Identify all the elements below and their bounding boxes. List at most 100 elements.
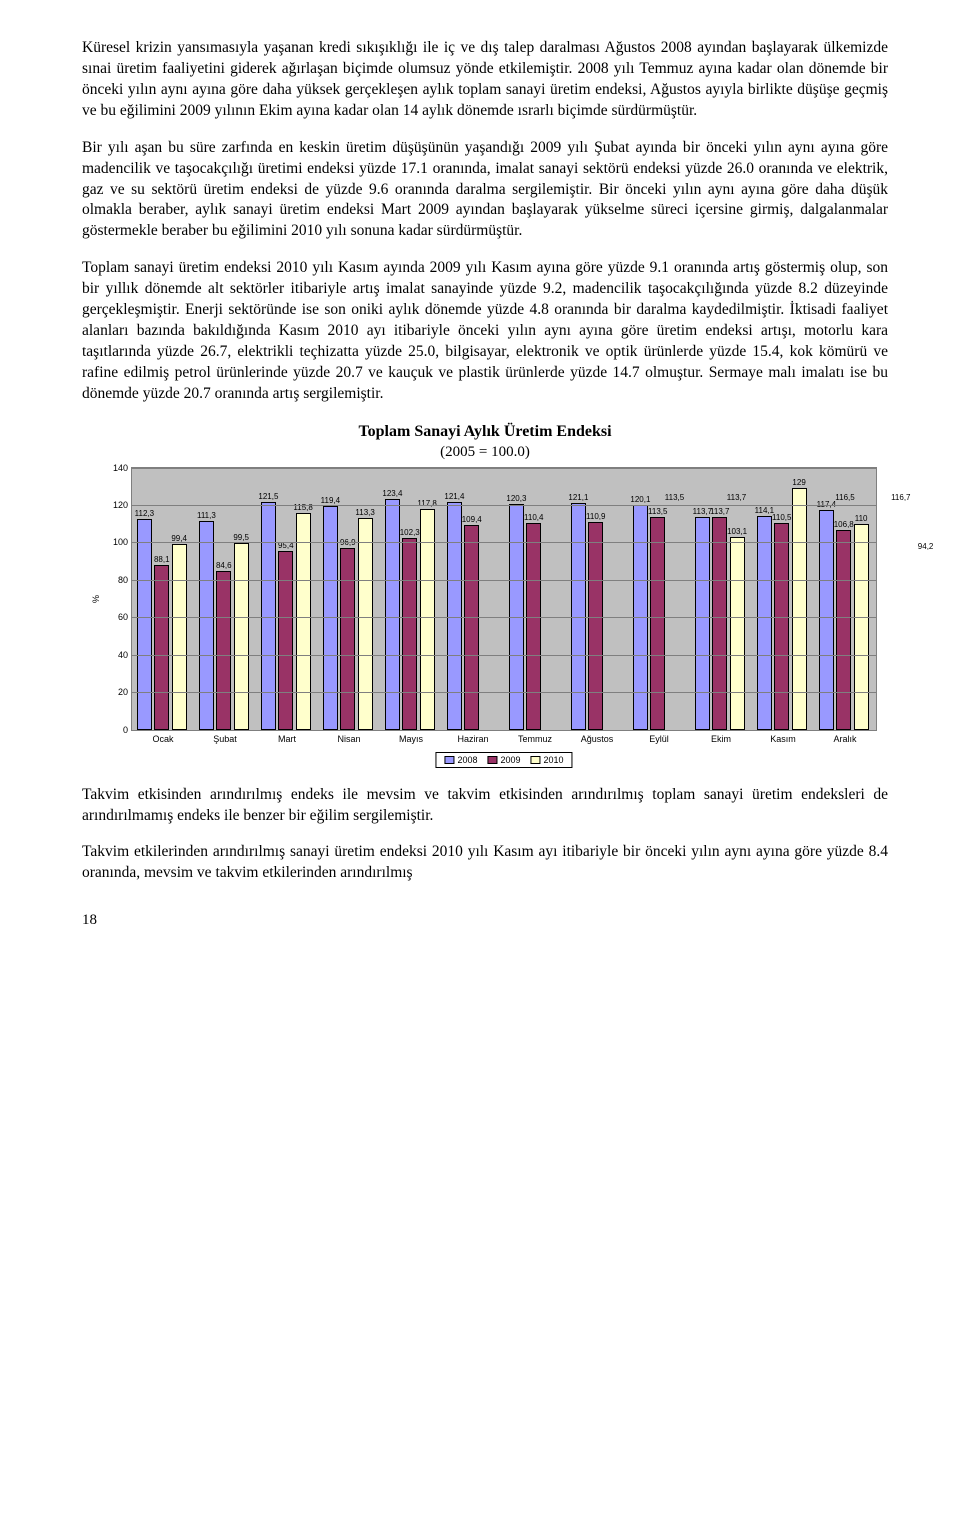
bar-chart: % 112,388,199,4111,384,699,5121,595,4115… — [85, 467, 885, 777]
bar-label: 111,3 — [197, 511, 216, 520]
y-tick: 80 — [92, 575, 132, 585]
bar-2010-Kasım — [792, 488, 807, 729]
paragraph-3: Toplam sanayi üretim endeksi 2010 yılı K… — [82, 258, 888, 404]
legend-swatch — [531, 756, 541, 764]
bar-label: 109,4 — [462, 515, 482, 524]
x-tick: Ağustos — [581, 730, 614, 744]
bar-label: 121,1 — [568, 493, 588, 502]
x-tick: Aralık — [833, 730, 856, 744]
bar-label: 113,5 — [648, 507, 667, 516]
gridline — [132, 692, 876, 693]
plot-area: % 112,388,199,4111,384,699,5121,595,4115… — [131, 467, 877, 731]
bar-2010-Ocak — [172, 544, 187, 730]
bar-label: 112,3 — [135, 509, 154, 518]
legend-item-2010: 2010 — [531, 755, 564, 765]
bar-label: 117,8 — [417, 499, 436, 508]
x-tick: Eylül — [649, 730, 669, 744]
bar-label: 110,4 — [524, 513, 543, 522]
bar-2009-Mart — [278, 551, 293, 730]
gridline — [132, 655, 876, 656]
y-tick: 140 — [92, 463, 132, 473]
bar-2009-Şubat — [216, 571, 231, 729]
paragraph-2: Bir yılı aşan bu süre zarfında en keskin… — [82, 138, 888, 243]
legend-swatch — [444, 756, 454, 764]
chart-title: Toplam Sanayi Aylık Üretim Endeksi — [82, 421, 888, 443]
bar-label: 120,1 — [630, 495, 650, 504]
legend-item-2009: 2009 — [487, 755, 520, 765]
legend-item-2008: 2008 — [444, 755, 477, 765]
bar-2009-Ekim — [712, 517, 727, 730]
x-tick: Ekim — [711, 730, 731, 744]
gridline — [132, 730, 876, 731]
bar-2008-Mart — [261, 502, 276, 729]
y-tick: 0 — [92, 725, 132, 735]
bar-label: 121,5 — [258, 492, 278, 501]
bar-label-extra: 113,5 — [665, 493, 684, 502]
gridline — [132, 617, 876, 618]
gridline — [132, 468, 876, 469]
bar-2009-Aralık — [836, 530, 851, 730]
bar-label: 123,4 — [382, 489, 402, 498]
y-tick: 60 — [92, 612, 132, 622]
bar-label: 110,9 — [586, 512, 605, 521]
bar-2009-Mayıs — [402, 538, 417, 729]
bar-2008-Şubat — [199, 521, 214, 729]
bar-label: 99,4 — [171, 534, 187, 543]
bar-2010-Şubat — [234, 543, 249, 729]
bar-2009-Kasım — [774, 523, 789, 730]
bar-label: 110,5 — [772, 513, 791, 522]
bars-layer: 112,388,199,4111,384,699,5121,595,4115,8… — [132, 468, 876, 730]
bar-2009-Nisan — [340, 548, 355, 729]
bar-2010-Nisan — [358, 518, 373, 730]
bar-2008-Ekim — [695, 517, 710, 730]
bar-label: 88,1 — [154, 555, 170, 564]
x-tick: Mart — [278, 730, 296, 744]
paragraph-5: Takvim etkilerinden arındırılmış sanayi … — [82, 842, 888, 884]
bar-label: 121,4 — [444, 492, 464, 501]
paragraph-4: Takvim etkisinden arındırılmış endeks il… — [82, 785, 888, 827]
bar-label: 110 — [855, 514, 868, 523]
y-tick: 100 — [92, 537, 132, 547]
chart-legend: 2008 2009 2010 — [435, 752, 572, 768]
page-number: 18 — [82, 910, 888, 930]
bar-2008-Kasım — [757, 516, 772, 730]
x-tick: Mayıs — [399, 730, 423, 744]
paragraph-1: Küresel krizin yansımasıyla yaşanan kred… — [82, 38, 888, 122]
chart-subtitle: (2005 = 100.0) — [82, 442, 888, 462]
bar-label: 84,6 — [216, 561, 232, 570]
y-tick: 40 — [92, 650, 132, 660]
bar-2009-Temmuz — [526, 523, 541, 730]
bar-label: 129 — [792, 478, 805, 487]
bar-2008-Ağustos — [571, 503, 586, 730]
gridline — [132, 580, 876, 581]
bar-label: 106,8 — [834, 520, 854, 529]
bar-label: 119,4 — [321, 496, 340, 505]
y-axis-label: % — [91, 595, 101, 603]
x-tick: Şubat — [213, 730, 237, 744]
bar-label: 113,3 — [355, 508, 374, 517]
bar-2009-Eylül — [650, 517, 665, 729]
gridline — [132, 505, 876, 506]
bar-2008-Ocak — [137, 519, 152, 729]
bar-label-extra: 94,2 — [918, 542, 934, 551]
x-tick: Temmuz — [518, 730, 552, 744]
gridline — [132, 542, 876, 543]
bar-label-extra: 116,7 — [891, 493, 910, 502]
bar-2010-Mart — [296, 513, 311, 730]
bar-label: 99,5 — [233, 533, 249, 542]
x-tick: Ocak — [152, 730, 173, 744]
bar-label: 103,1 — [727, 527, 747, 536]
bar-label: 102,3 — [400, 528, 420, 537]
bar-2009-Ağustos — [588, 522, 603, 730]
bar-label: 113,7 — [710, 507, 729, 516]
bar-2008-Mayıs — [385, 499, 400, 730]
bar-2010-Ekim — [730, 537, 745, 730]
bar-label: 120,3 — [506, 494, 526, 503]
y-tick: 20 — [92, 687, 132, 697]
bar-label-extra: 116,5 — [835, 493, 854, 502]
x-tick: Kasım — [770, 730, 796, 744]
bar-label-extra: 113,7 — [727, 493, 746, 502]
legend-swatch — [487, 756, 497, 764]
x-tick: Nisan — [337, 730, 360, 744]
bar-2009-Ocak — [154, 565, 169, 730]
